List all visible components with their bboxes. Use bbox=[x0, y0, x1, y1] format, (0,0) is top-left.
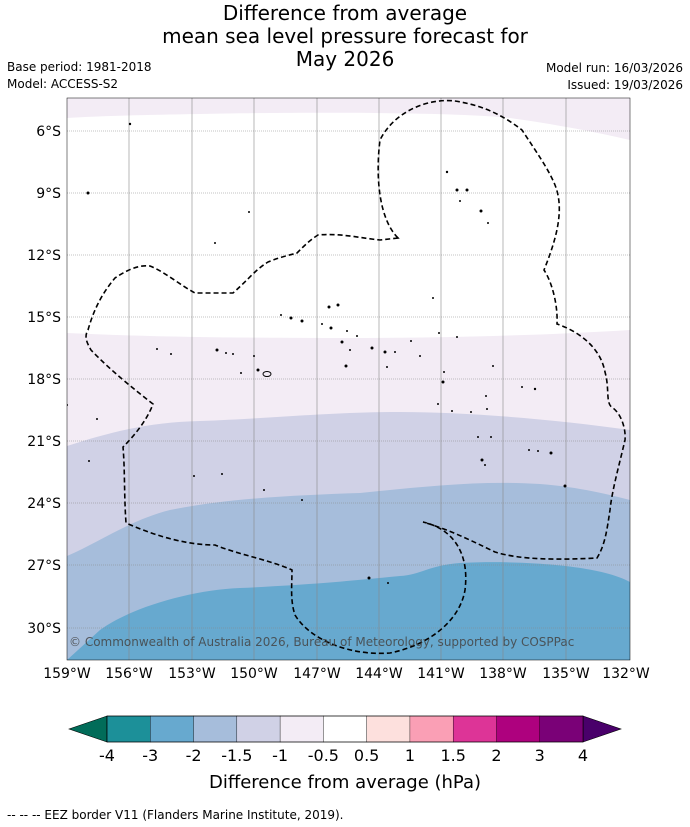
title-line-1: Difference from average bbox=[222, 1, 468, 25]
colorbar-cell bbox=[539, 715, 584, 743]
colorbar-label: 4 bbox=[578, 746, 588, 765]
colorbar-label: -3 bbox=[142, 746, 158, 765]
pressure-band-0.5-to-1 bbox=[67, 98, 630, 140]
island-lagoon bbox=[262, 371, 272, 377]
meta-left: Base period: 1981-2018 Model: ACCESS-S2 bbox=[7, 59, 152, 93]
colorbar-label: -1 bbox=[272, 746, 288, 765]
colorbar-cell bbox=[496, 715, 541, 743]
lon-label: 144°W bbox=[355, 666, 403, 682]
model-name: Model: ACCESS-S2 bbox=[7, 77, 119, 91]
pressure-band-2-to-3 bbox=[67, 562, 630, 660]
colorbar-cell bbox=[323, 715, 368, 743]
meta-right: Model run: 16/03/2026 Issued: 19/03/2026 bbox=[546, 60, 683, 94]
eez-border bbox=[85, 99, 626, 655]
lat-label: 30°S bbox=[27, 621, 61, 637]
colorbar-cell bbox=[409, 715, 454, 743]
footnote: -- -- -- EEZ border V11 (Flanders Marine… bbox=[7, 808, 344, 822]
map-copyright: © Commonwealth of Australia 2026, Bureau… bbox=[69, 635, 574, 649]
colorbar-label: 2 bbox=[491, 746, 501, 765]
title-line-2: mean sea level pressure forecast for bbox=[162, 24, 528, 48]
lon-label: 138°W bbox=[479, 666, 527, 682]
colorbar-over-arrow bbox=[582, 715, 622, 743]
model-run: Model run: 16/03/2026 bbox=[545, 61, 683, 75]
colorbar-cell bbox=[193, 715, 238, 743]
colorbar: -4 -3 -2 -1.5 -1 -0.5 0.5 1 1.5 2 3 4 Difference fr… bbox=[68, 715, 622, 793]
colorbar-title: Difference from average (hPa) bbox=[209, 772, 481, 793]
colorbar-cell bbox=[106, 715, 151, 743]
lat-label: 21°S bbox=[27, 434, 61, 450]
colorbar-label: 3 bbox=[535, 746, 545, 765]
lat-label: 27°S bbox=[27, 558, 61, 574]
lon-label: 150°W bbox=[230, 666, 278, 682]
lat-label: 9°S bbox=[36, 186, 61, 202]
colorbar-label: 1.5 bbox=[440, 746, 465, 765]
colorbar-cell bbox=[236, 715, 281, 743]
issued-date: Issued: 19/03/2026 bbox=[567, 78, 683, 92]
lon-label: 147°W bbox=[293, 666, 341, 682]
colorbar-label: -0.5 bbox=[308, 746, 339, 765]
colorbar-label: 1 bbox=[405, 746, 415, 765]
lat-label: 15°S bbox=[27, 310, 61, 326]
lat-label: 24°S bbox=[27, 496, 61, 512]
colorbar-label: -1.5 bbox=[221, 746, 252, 765]
base-period: Base period: 1981-2018 bbox=[7, 60, 152, 74]
lon-label: 156°W bbox=[105, 666, 153, 682]
colorbar-cell bbox=[452, 715, 497, 743]
lon-label: 141°W bbox=[417, 666, 465, 682]
lat-label: 6°S bbox=[36, 124, 61, 140]
lon-label: 132°W bbox=[602, 666, 650, 682]
lon-label: 135°W bbox=[542, 666, 590, 682]
lat-label: 12°S bbox=[27, 248, 61, 264]
lon-gridlines bbox=[128, 98, 567, 660]
map-frame bbox=[66, 97, 631, 661]
lat-label: 18°S bbox=[27, 372, 61, 388]
longitude-labels: 159°W 156°W 153°W 150°W 147°W 144°W 141°… bbox=[43, 666, 650, 682]
map-area: © Commonwealth of Australia 2026, Bureau… bbox=[67, 98, 630, 660]
lon-label: 159°W bbox=[43, 666, 91, 682]
colorbar-label: -2 bbox=[186, 746, 202, 765]
chart-title: Difference from average mean sea level p… bbox=[0, 2, 690, 71]
islands bbox=[67, 122, 567, 584]
colorbar-frame bbox=[106, 715, 584, 743]
colorbar-under-arrow bbox=[68, 715, 108, 743]
colorbar-label: 0.5 bbox=[354, 746, 379, 765]
latitude-labels: 6°S 9°S 12°S 15°S 18°S 21°S 24°S 27°S 30… bbox=[27, 124, 61, 637]
colorbar-cells bbox=[106, 715, 584, 743]
colorbar-cell bbox=[150, 715, 195, 743]
title-line-3: May 2026 bbox=[295, 47, 395, 71]
colorbar-label: -4 bbox=[99, 746, 115, 765]
colorbar-cell bbox=[279, 715, 324, 743]
lon-label: 153°W bbox=[168, 666, 216, 682]
colorbar-cell bbox=[366, 715, 411, 743]
colorbar-labels: -4 -3 -2 -1.5 -1 -0.5 0.5 1 1.5 2 3 4 bbox=[99, 746, 588, 765]
